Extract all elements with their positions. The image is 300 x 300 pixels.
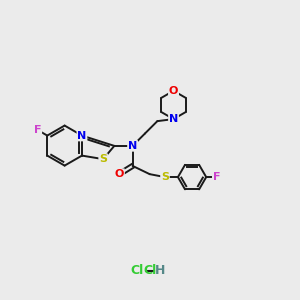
Text: S: S bbox=[161, 172, 169, 182]
Text: Cl: Cl bbox=[143, 264, 157, 277]
Text: N: N bbox=[169, 114, 178, 124]
Text: S: S bbox=[99, 154, 107, 164]
Text: F: F bbox=[34, 125, 41, 135]
Text: O: O bbox=[169, 86, 178, 96]
Text: N: N bbox=[128, 141, 137, 151]
Text: N: N bbox=[77, 130, 87, 141]
Text: O: O bbox=[115, 169, 124, 179]
Text: Cl: Cl bbox=[130, 264, 143, 277]
Text: F: F bbox=[213, 172, 220, 182]
Text: H: H bbox=[155, 264, 166, 277]
